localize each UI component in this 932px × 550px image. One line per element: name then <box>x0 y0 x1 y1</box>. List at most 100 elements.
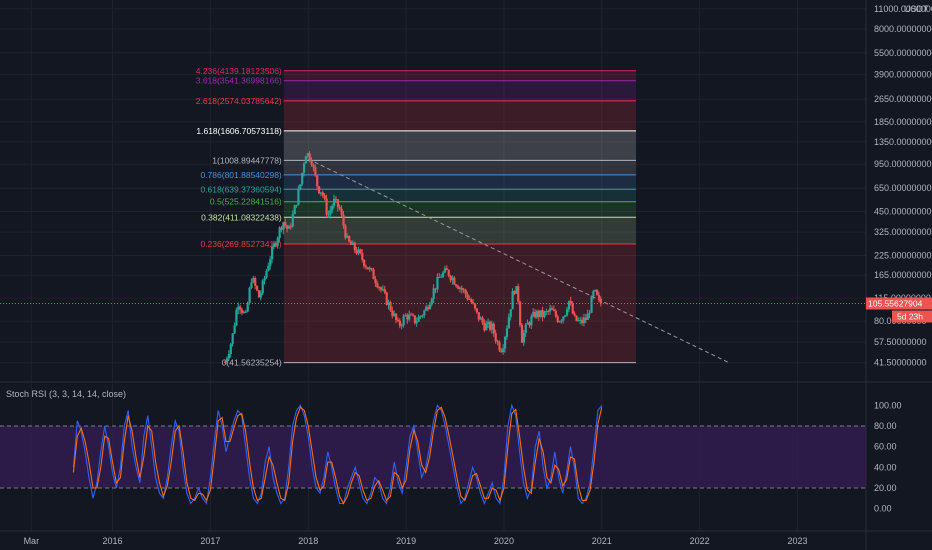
candle-body <box>460 287 463 290</box>
candle-body <box>592 291 595 297</box>
rsi-axis[interactable]: 100.00 80.00 60.00 40.00 20.00 0.00 <box>874 400 902 513</box>
rsi-tick-label: 40.00 <box>874 462 897 472</box>
candle-body <box>380 287 383 290</box>
candle-body <box>256 285 259 291</box>
candle-body <box>537 310 541 317</box>
candle-body <box>372 269 375 280</box>
candle-body <box>267 265 270 271</box>
candle-body <box>233 325 236 334</box>
candle-body <box>413 315 417 324</box>
candle-body <box>535 310 539 318</box>
candle-body <box>426 306 430 310</box>
price-tick-label: 325.00000000 <box>874 227 932 237</box>
time-tick-label: 2018 <box>298 536 318 546</box>
candle-body <box>500 350 503 353</box>
time-axis[interactable]: Mar 2016 2017 2018 2019 2020 2021 2022 2023 <box>24 536 808 546</box>
candle-body <box>502 348 505 353</box>
fib-level-label: 0.236(269.85273418) <box>200 239 281 249</box>
trendline[interactable] <box>308 158 730 364</box>
fib-level-label: 0.786(801.88540298) <box>200 170 281 180</box>
candle-body <box>282 222 285 230</box>
candle-body <box>567 300 571 310</box>
candle-body <box>302 163 306 173</box>
last-price-tag: 105.55627904 5d 23h <box>866 297 932 323</box>
candle-body <box>528 322 531 326</box>
price-tick-label: 2650.00000000 <box>874 94 932 104</box>
candle-body <box>408 314 411 320</box>
candle-body <box>417 316 420 322</box>
candle-body <box>363 259 366 267</box>
candle-body <box>242 311 246 313</box>
price-tick-label: 41.50000000 <box>874 358 927 368</box>
candle-body <box>481 317 484 323</box>
candle-body <box>348 236 351 242</box>
candle-body <box>573 313 576 316</box>
candle-body <box>316 175 319 187</box>
price-tick-label: 1350.00000000 <box>874 137 932 147</box>
candle-body <box>547 310 550 312</box>
fib-zone <box>283 189 637 202</box>
candle-body <box>393 313 396 316</box>
candle-body <box>301 172 304 185</box>
candle-body <box>594 289 597 292</box>
candle-body <box>581 319 584 323</box>
candle-body <box>485 323 488 331</box>
candle-body <box>411 314 415 316</box>
candle-body <box>271 246 274 260</box>
candle-body <box>490 323 494 330</box>
candle-body <box>457 286 460 289</box>
candle-body <box>513 291 516 294</box>
candle-body <box>564 315 567 317</box>
candle-body <box>552 309 556 311</box>
candle-body <box>336 199 339 208</box>
candle-body <box>505 328 509 337</box>
rsi-pane-grid <box>0 383 866 531</box>
rsi-tick-label: 60.00 <box>874 442 897 452</box>
candle-body <box>404 314 407 317</box>
candle-body <box>370 268 373 270</box>
candle-body <box>590 296 593 313</box>
candle-body <box>475 308 479 313</box>
candle-body <box>361 252 364 260</box>
candle-body <box>498 342 501 351</box>
fib-zone <box>283 201 637 218</box>
candle-body <box>425 306 428 311</box>
candle-body <box>246 303 249 312</box>
candle-body <box>395 313 398 321</box>
candle-body <box>468 299 471 301</box>
candle-body <box>284 222 287 226</box>
candle-body <box>368 268 371 270</box>
bar-countdown: 5d 23h <box>897 312 923 322</box>
time-tick-label: 2019 <box>396 536 416 546</box>
time-tick-label: 2017 <box>200 536 220 546</box>
candle-body <box>442 272 445 277</box>
candle-body <box>250 282 253 289</box>
candle-body <box>571 303 574 314</box>
candlestick-series <box>224 151 603 365</box>
price-tick-label: 450.00000000 <box>874 207 932 217</box>
candle-body <box>278 227 281 239</box>
candle-body <box>359 249 362 253</box>
indicator-title[interactable]: Stoch RSI (3, 3, 14, 14, close) <box>6 389 127 399</box>
candle-body <box>225 358 229 363</box>
candle-body <box>355 250 358 254</box>
candle-body <box>466 294 469 300</box>
candle-body <box>327 214 330 216</box>
candle-body <box>487 321 490 324</box>
fib-level-label: 1(1008.89447778) <box>212 155 282 165</box>
stoch-rsi-series <box>72 403 603 506</box>
candle-body <box>308 153 311 161</box>
candle-body <box>391 310 394 316</box>
candle-body <box>318 186 321 194</box>
candle-body <box>295 204 298 206</box>
candle-body <box>297 189 300 205</box>
candle-body <box>402 316 405 326</box>
candle-body <box>227 353 231 359</box>
candle-body <box>254 278 257 286</box>
candle-body <box>263 277 266 281</box>
price-tick-label: 165.00000000 <box>874 270 932 280</box>
candle-body <box>597 295 601 299</box>
candle-body <box>473 303 477 309</box>
main-pane-grid <box>0 0 866 382</box>
